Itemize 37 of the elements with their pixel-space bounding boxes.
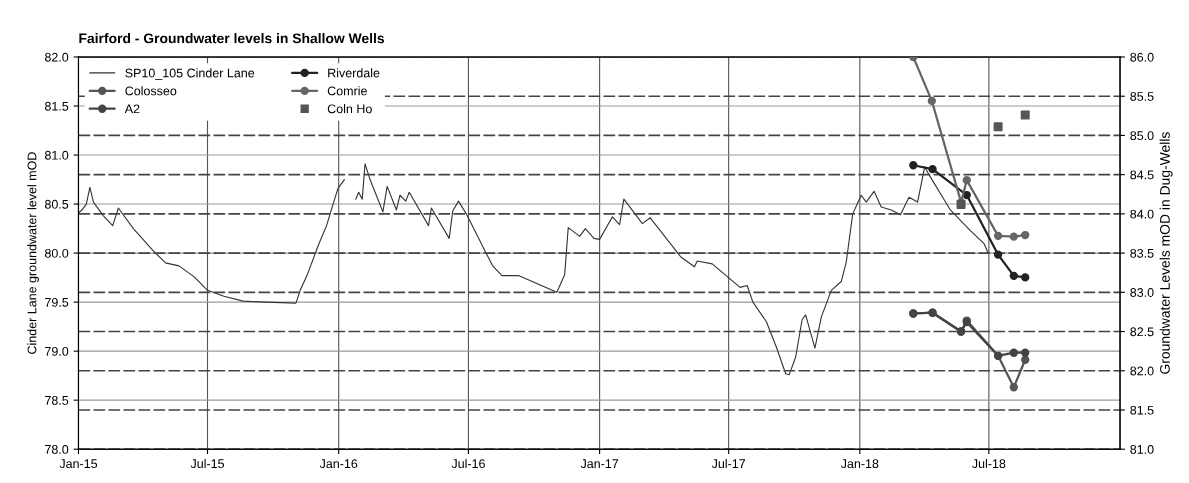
y2-tick-label: 82.5	[1130, 327, 1154, 337]
x-tick-label: Jul-16	[451, 458, 485, 469]
y2-tick-label: 82.0	[1130, 366, 1154, 376]
x-tick-label: Jul-15	[190, 458, 225, 469]
y-tick-label: 79.0	[45, 346, 69, 356]
x-tick-label: Jan-18	[840, 459, 879, 469]
x-tick-label: Jan-15	[59, 459, 98, 469]
y-tick-label: 78.0	[45, 444, 69, 454]
y-tick-label: 80.5	[44, 199, 69, 209]
y-tick-label: 78.5	[45, 395, 69, 405]
x-tick-label: Jan-17	[580, 459, 619, 469]
y2-tick-label: 81.5	[1130, 405, 1154, 415]
y2-tick-label: 86.0	[1130, 52, 1154, 62]
y-tick-label: 82.0	[44, 52, 69, 62]
y-tick-label: 81.0	[44, 150, 69, 160]
y2-tick-label: 85.0	[1130, 131, 1154, 141]
legend-label: Comrie	[327, 86, 367, 96]
y-tick-label: 79.5	[45, 297, 69, 307]
x-tick-label: Jul-17	[711, 458, 746, 469]
y-tick-label: 80.0	[44, 248, 69, 258]
y2-tick-label: 83.0	[1130, 288, 1154, 297]
y2-tick-label: 84.5	[1130, 170, 1154, 180]
legend-label: Riverdale	[328, 68, 380, 78]
y2-tick-label: 84.0	[1130, 209, 1154, 219]
x-tick-label: Jul-18	[972, 458, 1006, 469]
chart-title: Fairford - Groundwater levels in Shallow Wells	[79, 33, 385, 44]
legend-label: Colosseo	[125, 86, 177, 96]
x-tick-label: Jan-16	[319, 459, 358, 469]
legend-label: Coln Ho	[327, 104, 372, 114]
y2-tick-label: 81.0	[1130, 444, 1154, 454]
y2-tick-label: 83.5	[1130, 248, 1154, 258]
y2-tick-label: 85.5	[1130, 92, 1154, 101]
y-axis-title: Cinder Lane groundwater level mOD	[27, 152, 39, 354]
legend-label: A2	[124, 104, 140, 114]
y-tick-label: 81.5	[44, 101, 69, 111]
y2-axis-title: Groundwater Levels mOD in Dug-Wells	[1159, 132, 1173, 374]
legend-label: SP10_105 Cinder Lane	[125, 68, 255, 80]
